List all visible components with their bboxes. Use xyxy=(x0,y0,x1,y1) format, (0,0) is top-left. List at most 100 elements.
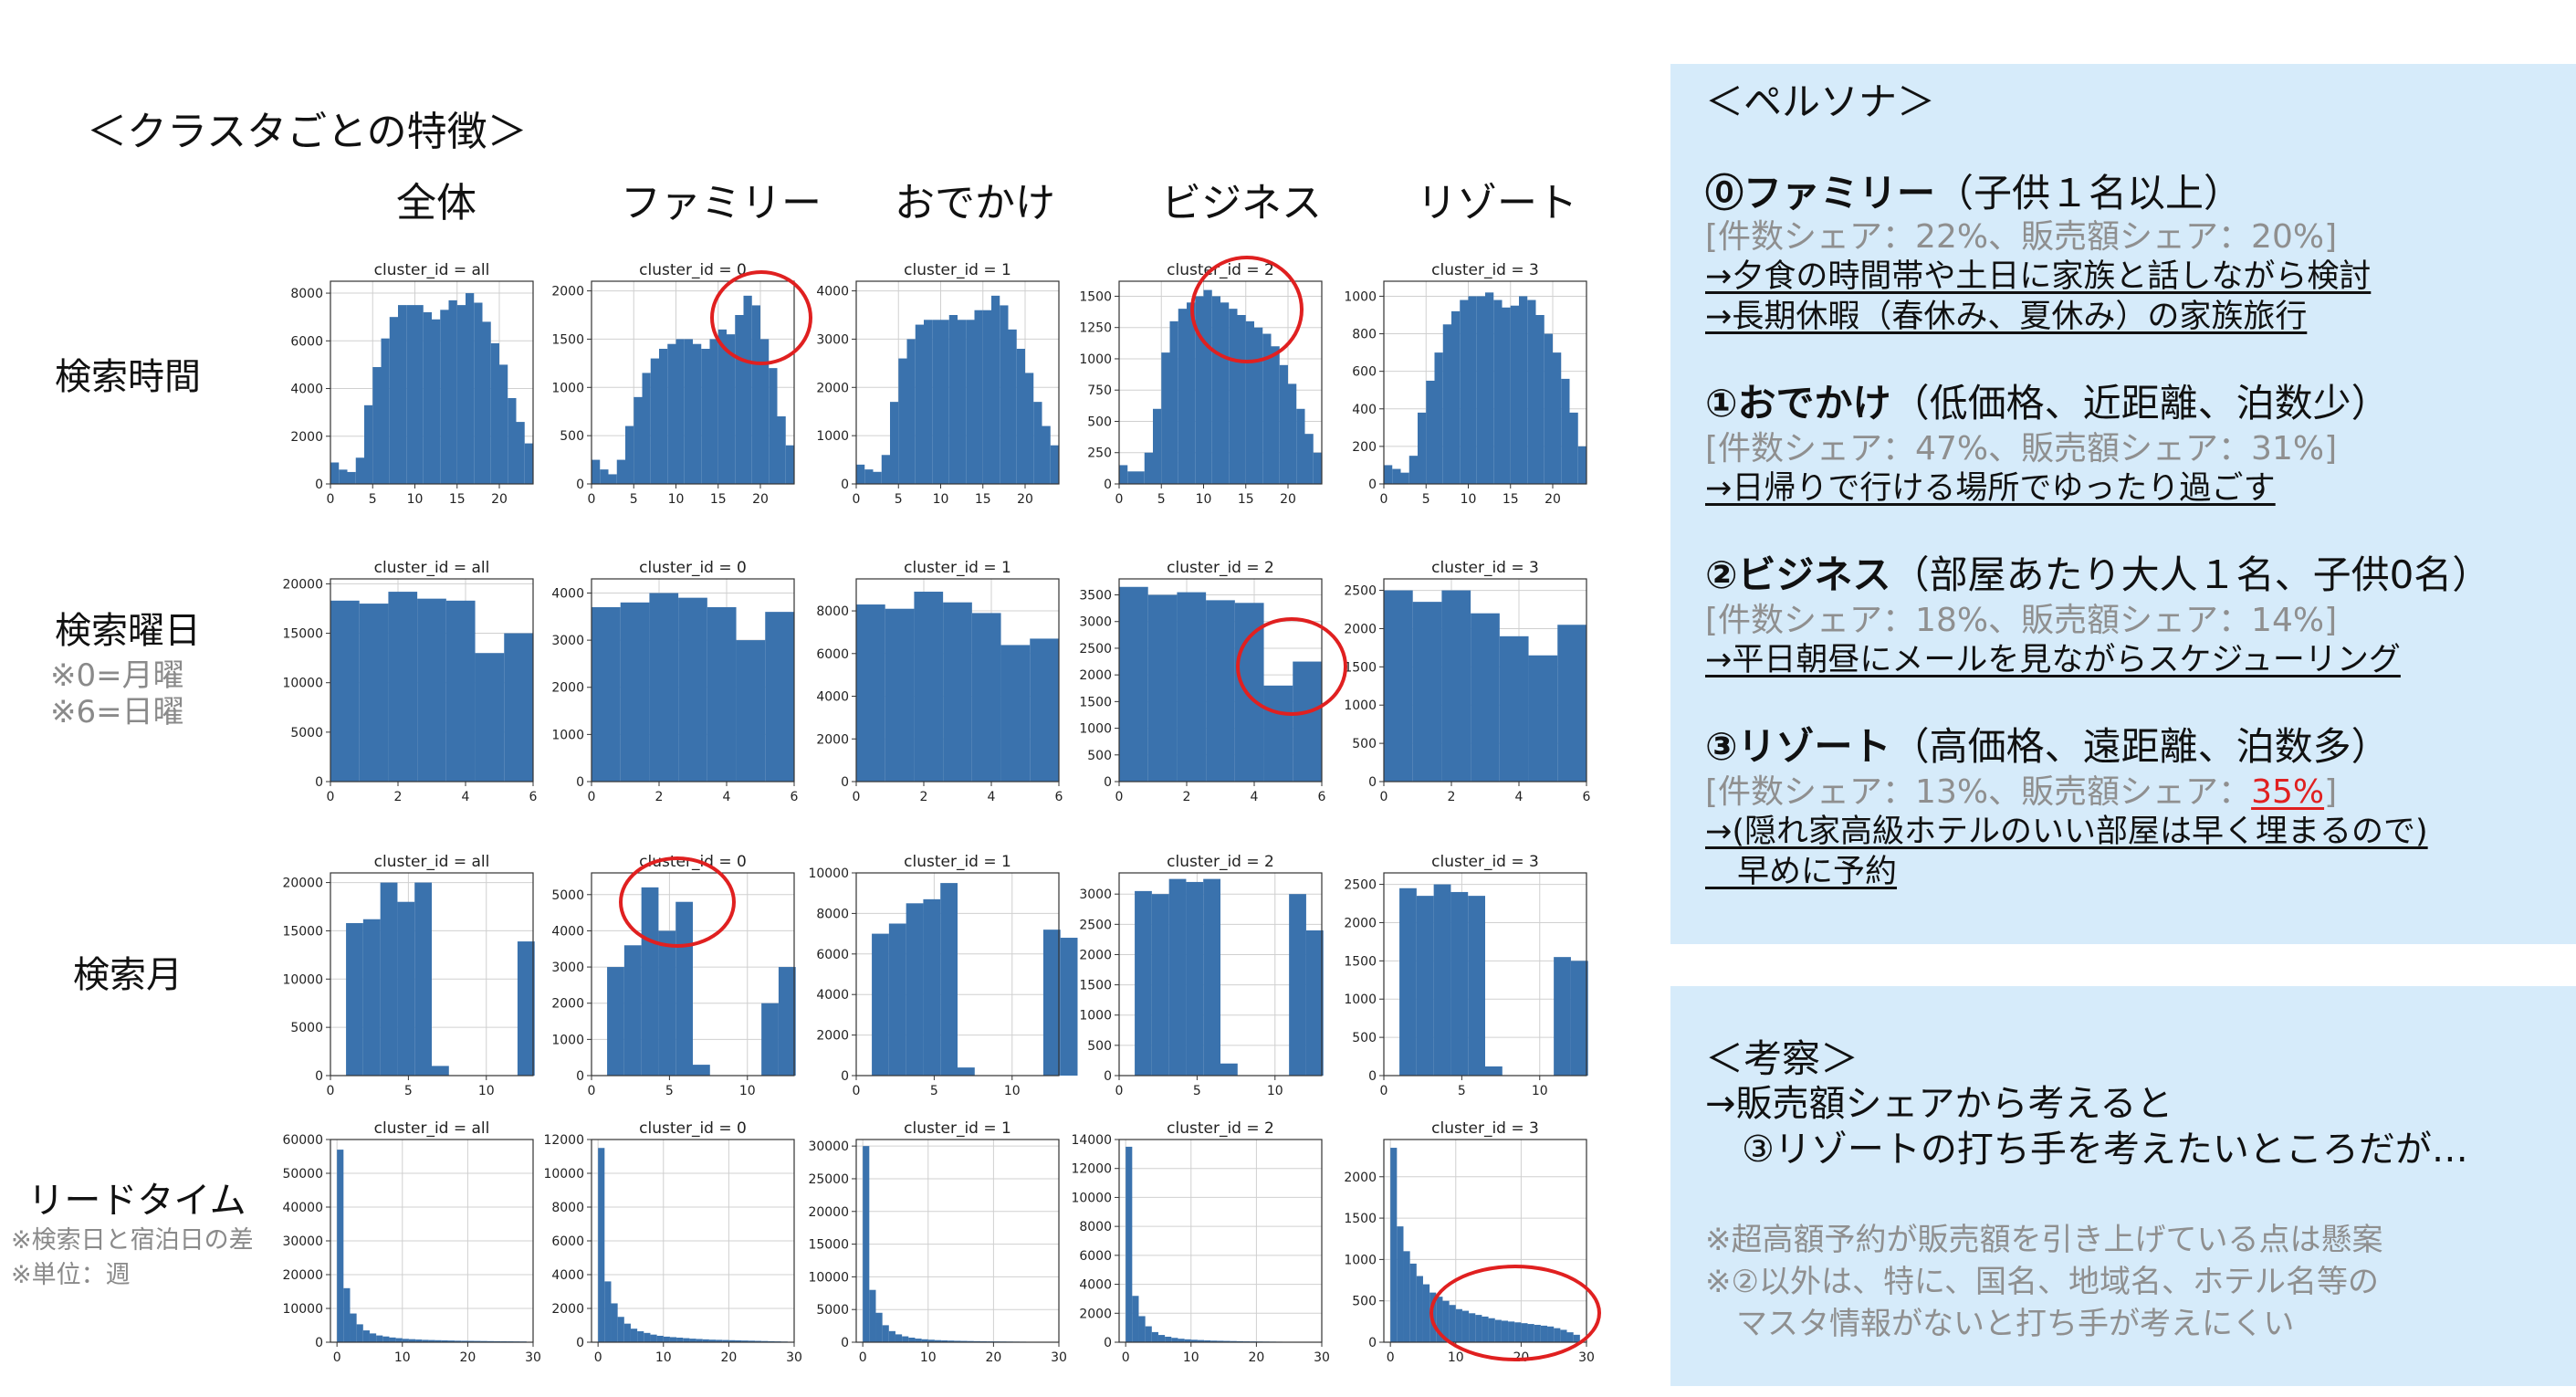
bar xyxy=(644,1332,651,1342)
insight-title: ＜考察＞ xyxy=(1705,1036,1859,1081)
plot-frame xyxy=(330,872,534,1077)
bar xyxy=(630,1329,638,1342)
y-tick-label: 10000 xyxy=(282,1302,323,1317)
y-tick-label: 2000 xyxy=(1079,1307,1112,1321)
chart-title: cluster_id = all xyxy=(374,853,490,871)
bar xyxy=(598,1148,605,1342)
plot-frame xyxy=(1383,280,1587,485)
x-tick-label: 10 xyxy=(668,492,685,507)
bar xyxy=(1305,930,1324,1076)
persona-panel: ＜ペルソナ＞ ⓪ファミリー（子供１名以上） [件数シェア：22%、販売額シェア：… xyxy=(1670,64,2576,944)
x-tick-label: 10 xyxy=(478,1084,495,1098)
y-tick-label: 3500 xyxy=(1079,589,1112,604)
x-tick-label: 20 xyxy=(720,1350,737,1365)
bar xyxy=(1151,894,1169,1076)
x-tick-label: 15 xyxy=(1503,492,1519,507)
bar xyxy=(397,901,415,1076)
y-tick-label: 1000 xyxy=(551,1033,584,1047)
x-tick-label: 30 xyxy=(1314,1350,1330,1365)
chart-2-4: cluster_id = 3 0 5 10 0 500 1000 1500 2000 2500 xyxy=(1344,853,1588,1098)
bar xyxy=(1204,1339,1211,1342)
y-tick-label: 400 xyxy=(1352,403,1377,417)
chart-title: cluster_id = 0 xyxy=(639,559,747,577)
bar xyxy=(765,612,794,782)
x-tick-label: 30 xyxy=(525,1350,541,1365)
chart-1-2: cluster_id = 1 0 2 4 6 0 2000 4000 6000 8000 xyxy=(816,559,1063,804)
bar xyxy=(875,1312,883,1342)
y-tick-label: 4000 xyxy=(551,1268,584,1283)
x-tick-label: 10 xyxy=(1532,1084,1548,1098)
persona-title: ＜ペルソナ＞ xyxy=(1705,79,1936,124)
bar xyxy=(362,919,381,1076)
bar xyxy=(423,311,432,484)
bar xyxy=(958,1067,975,1076)
y-tick-label: 20000 xyxy=(808,1205,849,1220)
weekday-note-sunday: ※6=日曜 xyxy=(50,694,184,730)
y-tick-label: 0 xyxy=(1104,1336,1112,1350)
x-tick-label: 15 xyxy=(710,492,727,507)
bar xyxy=(1126,1146,1133,1342)
bar xyxy=(592,459,601,484)
x-tick-label: 0 xyxy=(588,492,596,507)
bar xyxy=(1409,1263,1417,1342)
chart-title: cluster_id = 2 xyxy=(1167,559,1274,577)
bar xyxy=(395,1338,403,1342)
persona-outing-heading: ①おでかけ（低価格、近距離、泊数少） xyxy=(1705,373,2390,428)
x-tick-label: 2 xyxy=(1448,790,1456,804)
bar xyxy=(890,402,899,484)
x-tick-label: 0 xyxy=(333,1350,341,1365)
persona-outing-share: [件数シェア：47%、販売額シェア：31%] xyxy=(1705,422,2337,469)
y-tick-label: 2500 xyxy=(1344,878,1377,893)
bar xyxy=(693,343,702,484)
bar xyxy=(778,967,796,1076)
y-tick-label: 1000 xyxy=(1344,698,1377,713)
bar xyxy=(974,310,983,484)
bar xyxy=(1561,378,1570,484)
bar xyxy=(362,1330,370,1342)
bar xyxy=(422,1339,429,1342)
bar xyxy=(1206,600,1235,782)
bar xyxy=(1186,881,1204,1076)
y-tick-label: 15000 xyxy=(282,627,323,642)
bar xyxy=(678,597,707,782)
y-tick-label: 1000 xyxy=(1344,1253,1377,1267)
bar xyxy=(1144,452,1153,484)
bar xyxy=(1553,352,1562,484)
bar xyxy=(885,608,915,782)
bar xyxy=(667,343,676,484)
bar xyxy=(1203,289,1212,484)
bar xyxy=(676,1338,684,1342)
y-tick-label: 1000 xyxy=(1344,289,1377,304)
y-tick-label: 4000 xyxy=(290,383,323,397)
bar xyxy=(982,310,991,484)
y-tick-label: 1000 xyxy=(551,728,584,742)
bar xyxy=(736,640,766,782)
bar xyxy=(1390,1148,1398,1342)
x-tick-label: 10 xyxy=(1461,492,1477,507)
y-tick-label: 750 xyxy=(1087,383,1112,398)
bar xyxy=(769,368,778,484)
bar xyxy=(504,633,533,782)
x-tick-label: 2 xyxy=(920,790,928,804)
bar xyxy=(625,425,634,484)
insight-note-2: ※②以外は、特に、国名、地域名、ホテル名等の xyxy=(1705,1264,2379,1300)
bar xyxy=(1157,1335,1166,1342)
bar xyxy=(1384,465,1393,484)
highlight-circle-resort-leadtime xyxy=(1429,1265,1601,1361)
bar xyxy=(1211,296,1220,484)
y-tick-label: 0 xyxy=(841,775,849,790)
bar xyxy=(1230,1340,1237,1342)
y-tick-label: 30000 xyxy=(808,1140,849,1154)
bar xyxy=(611,1303,618,1342)
bar xyxy=(432,1066,449,1076)
bar xyxy=(915,1339,922,1342)
bar xyxy=(1544,333,1553,484)
bar xyxy=(1147,594,1178,782)
bar xyxy=(1195,296,1204,484)
bar xyxy=(948,1340,955,1342)
y-tick-label: 10000 xyxy=(543,1167,584,1182)
chart-2-3: cluster_id = 2 0 5 10 0 500 1000 1500 2000 2500 30… xyxy=(1079,853,1324,1098)
bar xyxy=(1000,645,1031,782)
x-tick-label: 5 xyxy=(1193,1084,1201,1098)
bar xyxy=(748,1340,756,1342)
